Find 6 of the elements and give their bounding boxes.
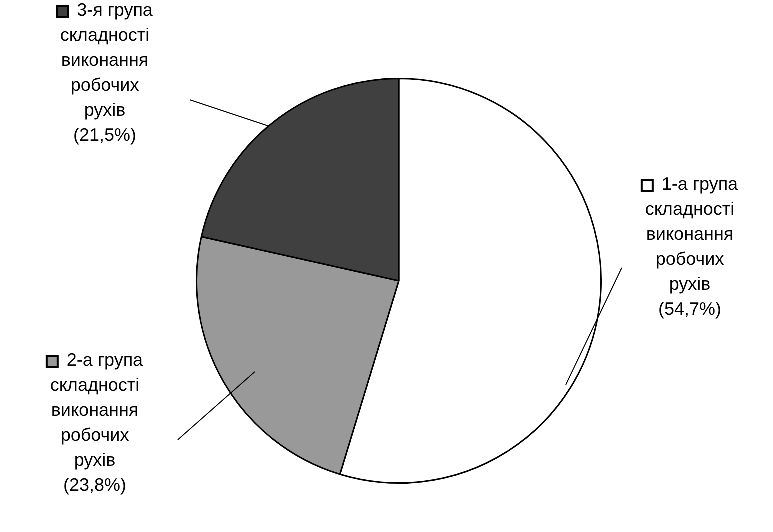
legend-label: 2-а група складності виконання робочих рухів: [50, 350, 144, 470]
legend-label: 1-а група складності виконання робочих рухів: [645, 174, 740, 294]
data-label: (54,7%): [658, 298, 722, 319]
legend-label: 3-я група складності виконання робочих рухів: [60, 0, 154, 120]
data-label: (23,8%): [63, 474, 127, 495]
data-label: (21,5%): [73, 124, 137, 145]
